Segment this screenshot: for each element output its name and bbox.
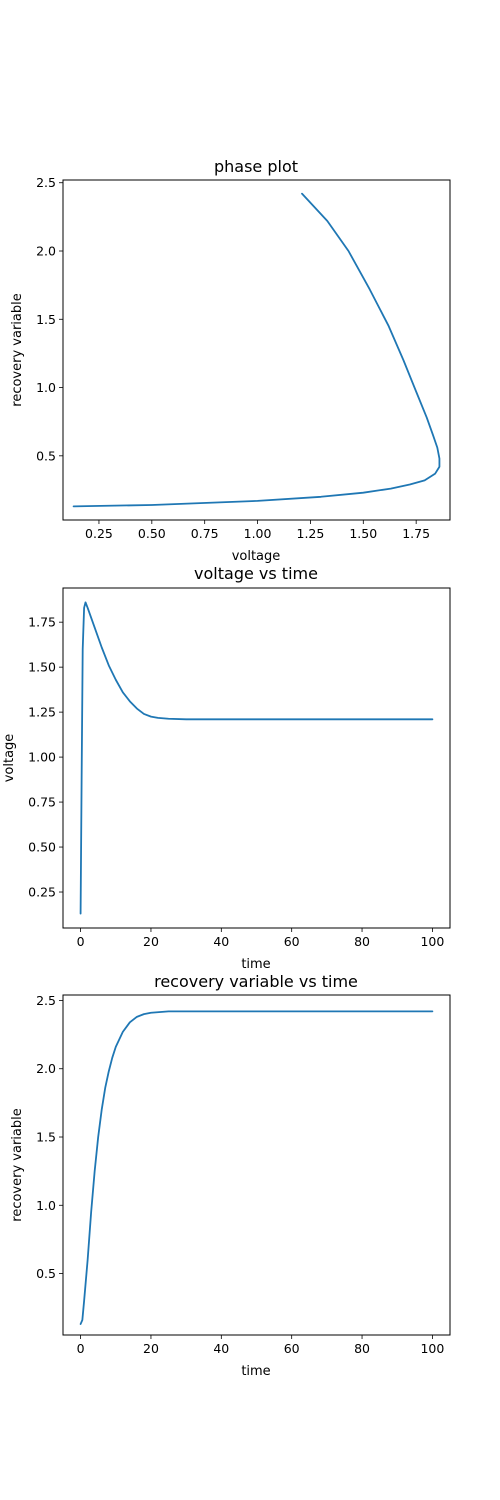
y-tick-label: 1.5 — [36, 1130, 56, 1145]
series-layer — [72, 192, 441, 508]
y-tick-label: 1.0 — [36, 1198, 56, 1213]
y-tick-label: 0.25 — [28, 885, 56, 900]
y-tick-label: 1.5 — [36, 312, 56, 327]
x-tick-label: 1.25 — [297, 526, 325, 541]
x-axis-ticks: 0 20 40 60 80 100 — [77, 928, 444, 949]
y-tick-label: 2.0 — [36, 244, 56, 259]
x-axis-label: voltage — [232, 549, 281, 564]
x-axis-label: time — [241, 957, 270, 972]
x-tick-label: 0 — [77, 1341, 85, 1356]
y-tick-label: 0.75 — [28, 795, 56, 810]
x-tick-label: 80 — [354, 1341, 370, 1356]
x-tick-label: 60 — [284, 1341, 300, 1356]
x-tick-label: 1.50 — [349, 526, 377, 541]
chart-title: recovery variable vs time — [154, 972, 358, 991]
x-axis-label: time — [241, 1364, 270, 1379]
y-tick-label: 1.25 — [28, 705, 56, 720]
axes-frame — [62, 587, 451, 929]
y-tick-label: 0.50 — [28, 840, 56, 855]
x-tick-label: 0 — [77, 934, 85, 949]
x-tick-label: 20 — [143, 934, 159, 949]
x-tick-label: 60 — [284, 934, 300, 949]
x-tick-label: 40 — [213, 1341, 229, 1356]
series-line — [79, 1010, 434, 1325]
x-tick-label: 1.75 — [402, 526, 430, 541]
y-axis-label: recovery variable — [10, 1108, 25, 1221]
chart-title: voltage vs time — [194, 564, 318, 583]
y-axis-ticks: 0.5 1.0 1.5 2.0 2.5 — [36, 175, 63, 463]
y-axis-label: voltage — [2, 734, 17, 783]
x-tick-label: 100 — [420, 934, 444, 949]
series-line — [79, 601, 434, 915]
y-axis-ticks: 0.5 1.0 1.5 2.0 2.5 — [36, 993, 63, 1281]
x-tick-label: 20 — [143, 1341, 159, 1356]
x-axis-ticks: 0.25 0.50 0.75 1.00 1.25 1.50 1.75 — [85, 520, 430, 541]
x-tick-label: 0.50 — [138, 526, 166, 541]
y-tick-label: 2.0 — [36, 1061, 56, 1076]
x-tick-label: 0.75 — [191, 526, 219, 541]
series-layer — [79, 1010, 434, 1325]
x-tick-label: 100 — [420, 1341, 444, 1356]
y-tick-label: 2.5 — [36, 175, 56, 190]
y-axis-ticks: 0.25 0.50 0.75 1.00 1.25 1.50 1.75 — [28, 615, 63, 900]
y-tick-label: 0.5 — [36, 1266, 56, 1281]
chart-phase-plot: phase plot 0.25 0.50 0.75 1.00 1.25 1.50 1.75 … — [10, 157, 451, 564]
x-axis-ticks: 0 20 40 60 80 100 — [77, 1335, 444, 1356]
y-axis-label: recovery variable — [10, 293, 25, 406]
x-tick-label: 80 — [354, 934, 370, 949]
y-tick-label: 1.75 — [28, 615, 56, 630]
y-tick-label: 2.5 — [36, 993, 56, 1008]
chart-voltage-vs-time: voltage vs time 0 20 40 60 80 100 0.25 0.50 0.7… — [2, 564, 451, 972]
x-tick-label: 1.00 — [244, 526, 272, 541]
x-tick-label: 40 — [213, 934, 229, 949]
y-tick-label: 1.00 — [28, 750, 56, 765]
axes-frame — [62, 994, 451, 1336]
series-line — [72, 192, 441, 508]
axes-frame — [62, 179, 451, 521]
x-tick-label: 0.25 — [85, 526, 113, 541]
y-tick-label: 0.5 — [36, 448, 56, 463]
y-tick-label: 1.0 — [36, 380, 56, 395]
series-layer — [79, 601, 434, 915]
chart-recovery-vs-time: recovery variable vs time 0 20 40 60 80 100 0… — [10, 972, 451, 1379]
chart-title: phase plot — [214, 157, 298, 176]
y-tick-label: 1.50 — [28, 660, 56, 675]
